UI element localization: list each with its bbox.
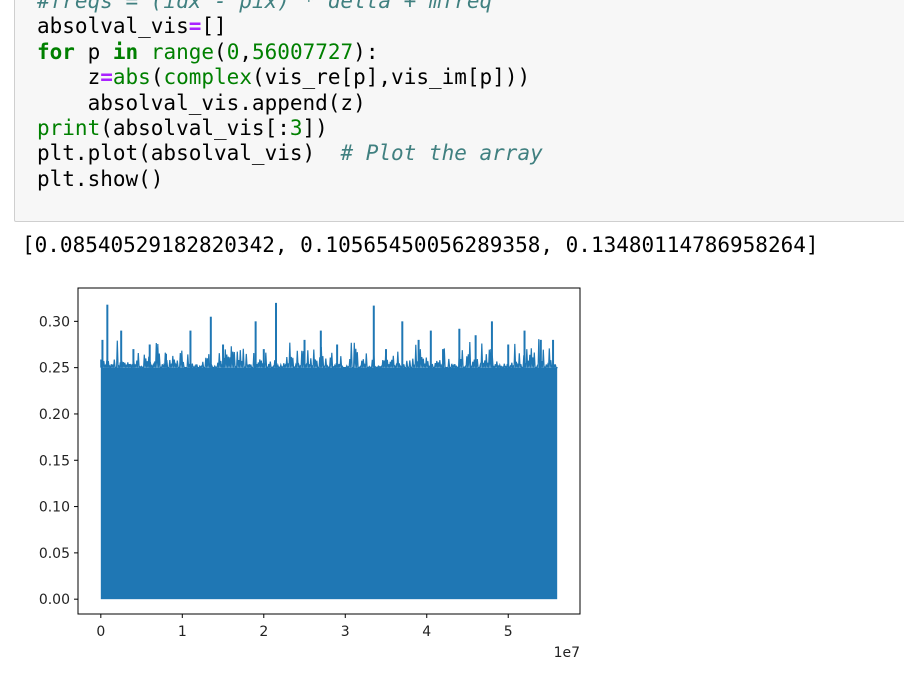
code-token: for <box>37 39 75 64</box>
y-tick-label: 0.10 <box>39 500 70 516</box>
code-token: abs <box>112 65 151 90</box>
code-line: for p in range(0,56007727): <box>37 40 378 64</box>
y-tick-label: 0.05 <box>39 546 70 562</box>
x-tick-label: 5 <box>504 624 513 640</box>
code-token: = <box>100 65 113 90</box>
cell-output: [0.08540529182820342, 0.1056545005628935… <box>22 233 819 257</box>
code-token: # Plot the array <box>340 141 543 166</box>
code-token: ]) <box>302 116 328 141</box>
line-chart: 0.00 0.05 0.10 0.15 0.20 0.25 0.30 0 1 2 3 4 5 1e7 <box>39 287 581 661</box>
code-token: ( <box>150 65 164 90</box>
y-tick-label: 0.25 <box>39 361 70 377</box>
code-token: plt.show() <box>37 166 164 191</box>
code-token: p <box>74 39 113 64</box>
code-token: plt.plot(absolval_vis) <box>37 141 341 166</box>
code-token: print <box>37 116 101 141</box>
code-token: [] <box>201 14 227 39</box>
code-token: ( <box>214 39 227 64</box>
code-token: , <box>239 39 253 64</box>
code-token: range <box>150 39 215 64</box>
code-token: ): <box>353 39 379 64</box>
plot-frame <box>77 287 581 615</box>
y-tick-label: 0.15 <box>39 453 70 469</box>
y-tick-label: 0.30 <box>39 314 70 330</box>
x-offset-label: 1e7 <box>554 645 580 661</box>
x-tick-label: 0 <box>96 624 105 640</box>
code-token: (vis_re[p],vis_im[p])) <box>251 65 531 90</box>
code-line: absolval_vis=[] <box>37 14 227 38</box>
code-line: z=abs(complex(vis_re[p],vis_im[p])) <box>37 65 531 90</box>
code-editor[interactable]: #freqs = (idx - pix) * delta + mfreq abs… <box>37 0 543 192</box>
x-tick-label: 4 <box>422 624 431 640</box>
code-line: #freqs = (idx - pix) * delta + mfreq <box>37 0 492 13</box>
series-line <box>100 339 558 370</box>
y-tick-label: 0.20 <box>39 407 70 423</box>
x-tick-label: 1 <box>178 624 187 640</box>
code-token: absolval_vis.append(z) <box>37 90 366 115</box>
x-tick-label: 2 <box>259 624 268 640</box>
code-token: 3 <box>289 116 303 141</box>
code-token: 56007727 <box>252 39 354 64</box>
code-token: 0 <box>226 39 240 64</box>
code-line: plt.plot(absolval_vis) # Plot the array <box>37 141 543 165</box>
code-token: (absolval_vis[: <box>100 116 290 141</box>
x-tick-label: 3 <box>341 624 350 640</box>
code-token: z <box>37 65 101 90</box>
code-line: print(absolval_vis[:3]) <box>37 116 328 140</box>
code-line: absolval_vis.append(z) <box>37 91 366 115</box>
code-token: absolval_vis <box>37 14 189 39</box>
code-cell[interactable]: #freqs = (idx - pix) * delta + mfreq abs… <box>14 0 904 222</box>
code-token: complex <box>163 65 252 90</box>
series-band <box>100 367 558 600</box>
code-token <box>138 40 151 64</box>
code-token: #freqs = (idx - pix) * delta + mfreq <box>37 0 493 13</box>
code-token: = <box>188 14 202 39</box>
y-tick-label: 0.00 <box>39 592 70 608</box>
code-token: in <box>112 39 139 64</box>
code-line: plt.show() <box>37 167 163 191</box>
